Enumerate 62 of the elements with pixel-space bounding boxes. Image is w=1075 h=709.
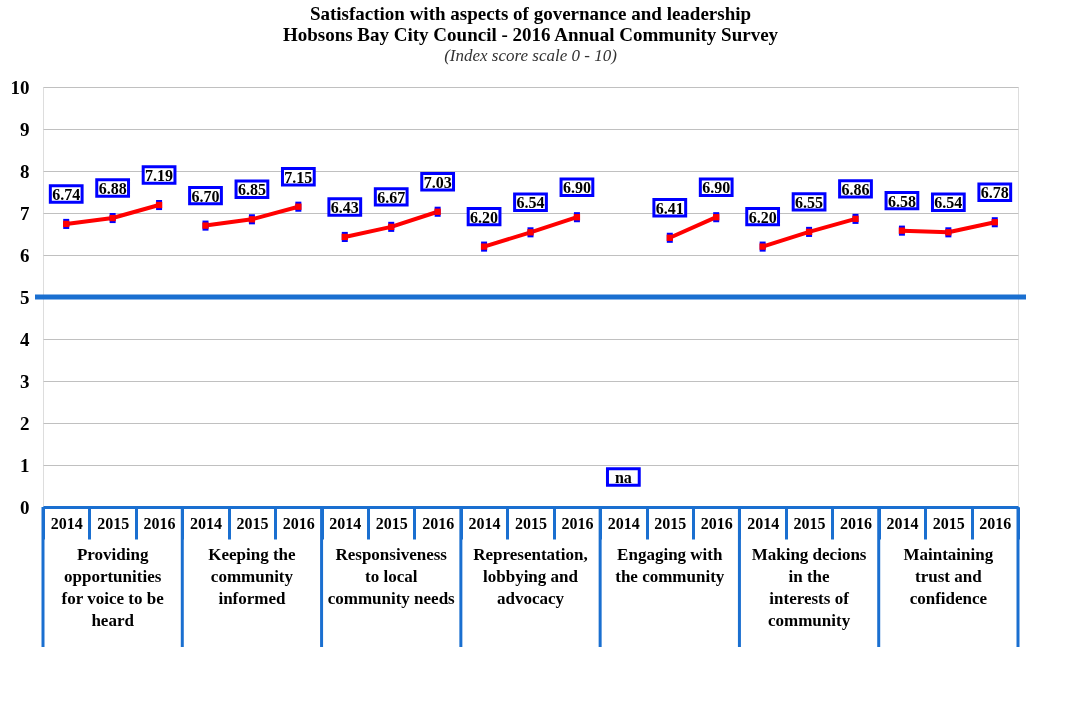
data-label: 6.90 (562, 179, 591, 197)
chart-title: Satisfaction with aspects of governance and leadership Hobsons Bay City Council - 2016 Annual Community Survey (282, 3, 779, 45)
data-label: 6.20 (748, 208, 777, 226)
x-tick-label: 2015 (236, 514, 269, 532)
chart-subtitle: (Index score scale 0 - 10) (444, 46, 618, 65)
text: Keeping the community informed (208, 545, 297, 608)
x-tick-label: 2015 (793, 514, 826, 532)
x-tick-label: 2015 (375, 514, 408, 532)
y-tick-label: 6 (20, 244, 30, 266)
x-tick-label: 2016 (979, 514, 1012, 532)
data-label: 6.43 (330, 198, 359, 216)
x-tick-label: 2016 (840, 514, 872, 532)
data-label: 6.55 (795, 193, 824, 211)
x-tick-label: 2014 (50, 514, 83, 532)
y-tick-label: 1 (20, 454, 30, 476)
data-label: 6.54 (516, 194, 545, 212)
x-tick-label: 2016 (282, 514, 315, 532)
data-label: 6.86 (841, 180, 870, 198)
text: Representation, lobbying and advocacy (473, 545, 588, 608)
data-label: 6.54 (934, 194, 963, 212)
text: Responsiveness to local community needs (327, 545, 456, 608)
x-tick-label: 2014 (468, 514, 501, 532)
data-label: 6.58 (887, 192, 916, 210)
x-tick-label: 2014 (886, 514, 919, 532)
text: Providing opportunities for voice to be heard (61, 545, 165, 630)
y-tick-label: 0 (20, 496, 30, 518)
data-label: 6.85 (237, 181, 266, 199)
data-label: 6.20 (470, 208, 499, 226)
x-tick-label: 2015 (654, 514, 687, 532)
data-label: 6.41 (655, 199, 684, 217)
text: Making decions in the interests of community (751, 545, 867, 630)
y-tick-label: 5 (20, 286, 30, 308)
data-label: 6.70 (191, 187, 220, 205)
text: Maintaining trust and confidence (903, 545, 994, 608)
x-tick-label: 2016 (561, 514, 594, 532)
data-label: 6.78 (980, 184, 1009, 202)
y-tick-label: 2 (20, 412, 30, 434)
data-label: 7.19 (145, 167, 174, 185)
data-label: 6.67 (377, 188, 406, 206)
x-tick-label: 2016 (143, 514, 176, 532)
data-label: 6.74 (52, 185, 81, 203)
x-tick-label: 2014 (747, 514, 780, 532)
text: Engaging with the community (615, 545, 725, 586)
data-label: 6.90 (702, 179, 731, 197)
x-tick-label: 2014 (190, 514, 222, 532)
x-tick-label: 2014 (607, 514, 640, 532)
y-tick-label: 7 (20, 202, 30, 224)
text: na (614, 469, 632, 486)
data-label: 6.88 (98, 180, 127, 198)
data-label: 7.15 (284, 168, 313, 186)
x-tick-label: 2015 (932, 514, 965, 532)
y-tick-label: 9 (20, 118, 30, 140)
y-tick-label: 8 (20, 160, 30, 182)
x-tick-label: 2015 (97, 514, 130, 532)
y-tick-label: 4 (20, 328, 30, 350)
x-tick-label: 2016 (700, 514, 733, 532)
data-label: 7.03 (423, 173, 452, 191)
y-tick-label: 3 (20, 370, 30, 392)
x-tick-label: 2014 (329, 514, 362, 532)
x-tick-label: 2015 (515, 514, 547, 532)
x-tick-label: 2016 (422, 514, 455, 532)
y-tick-label: 10 (10, 76, 30, 98)
